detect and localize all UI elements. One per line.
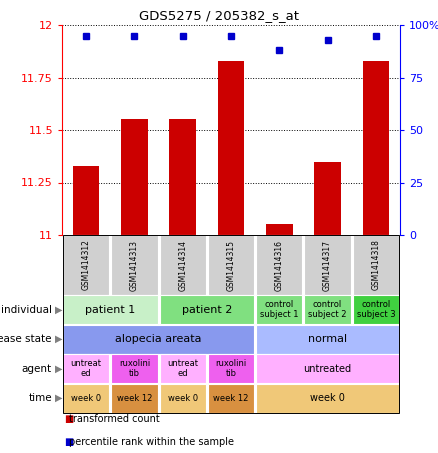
Text: ▶: ▶: [55, 305, 63, 315]
Text: alopecia areata: alopecia areata: [115, 334, 202, 344]
Text: time: time: [28, 393, 52, 403]
Text: untreat
ed: untreat ed: [71, 359, 102, 378]
Bar: [314, 162, 341, 235]
Text: agent: agent: [22, 364, 52, 374]
Text: ruxolini
tib: ruxolini tib: [215, 359, 247, 378]
Text: ▶: ▶: [55, 393, 63, 403]
Text: normal: normal: [308, 334, 347, 344]
Text: week 12: week 12: [213, 394, 249, 403]
Text: week 0: week 0: [71, 394, 101, 403]
Text: GSM1414312: GSM1414312: [81, 240, 91, 290]
Text: patient 2: patient 2: [182, 305, 232, 315]
Bar: [170, 120, 196, 235]
Text: control
subject 2: control subject 2: [308, 300, 347, 319]
Text: untreated: untreated: [304, 364, 352, 374]
Text: GSM1414317: GSM1414317: [323, 240, 332, 290]
Text: GSM1414314: GSM1414314: [178, 240, 187, 290]
Text: patient 1: patient 1: [85, 305, 135, 315]
Text: ▶: ▶: [55, 334, 63, 344]
Text: individual: individual: [1, 305, 52, 315]
Bar: [73, 166, 99, 235]
Text: disease state: disease state: [0, 334, 52, 344]
Text: week 12: week 12: [117, 394, 152, 403]
Text: control
subject 1: control subject 1: [260, 300, 299, 319]
Text: GSM1414318: GSM1414318: [371, 240, 380, 290]
Text: GDS5275 / 205382_s_at: GDS5275 / 205382_s_at: [139, 9, 299, 22]
Text: transformed count: transformed count: [69, 414, 160, 424]
Text: ■: ■: [64, 414, 73, 424]
Text: GSM1414313: GSM1414313: [130, 240, 139, 290]
Bar: [266, 225, 293, 235]
Bar: [363, 61, 389, 235]
Text: ▶: ▶: [55, 364, 63, 374]
Bar: [218, 61, 244, 235]
Text: GSM1414315: GSM1414315: [226, 240, 236, 290]
Text: ■: ■: [64, 437, 73, 447]
Text: percentile rank within the sample: percentile rank within the sample: [69, 437, 234, 447]
Text: week 0: week 0: [168, 394, 198, 403]
Text: control
subject 3: control subject 3: [357, 300, 395, 319]
Text: untreat
ed: untreat ed: [167, 359, 198, 378]
Bar: [121, 120, 148, 235]
Text: ruxolini
tib: ruxolini tib: [119, 359, 150, 378]
Text: week 0: week 0: [310, 393, 345, 403]
Text: GSM1414316: GSM1414316: [275, 240, 284, 290]
